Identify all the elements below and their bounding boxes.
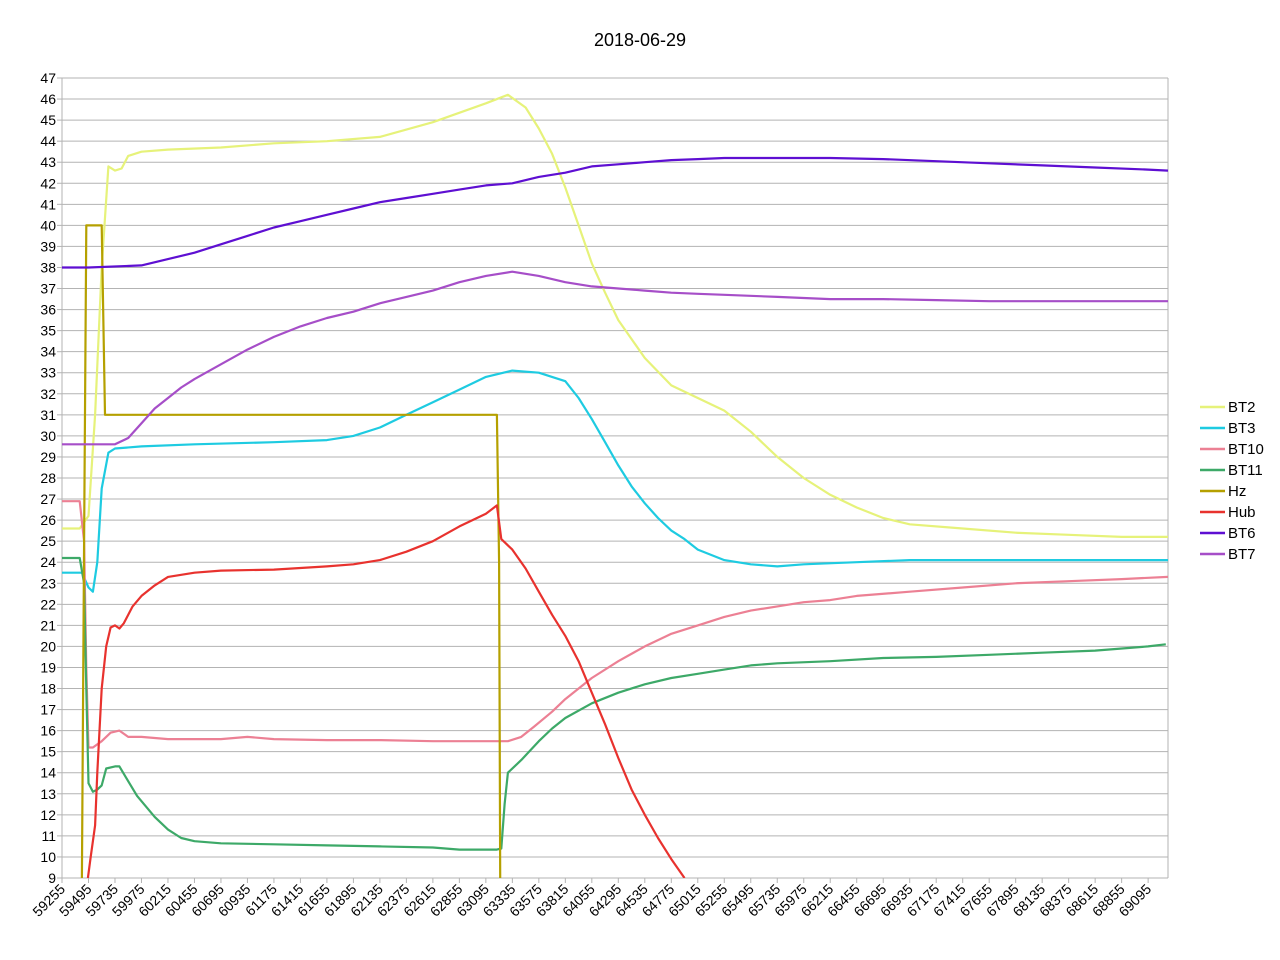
series-line-bt3 bbox=[62, 369, 1168, 593]
y-tick-label: 38 bbox=[40, 259, 56, 275]
series-line-bt2 bbox=[62, 93, 1168, 538]
y-tick-label: 28 bbox=[40, 470, 56, 486]
y-tick-label: 12 bbox=[40, 807, 56, 823]
y-tick-label: 23 bbox=[40, 575, 56, 591]
y-tick-label: 21 bbox=[40, 617, 56, 633]
y-tick-label: 43 bbox=[40, 154, 56, 170]
series-line-bt11 bbox=[62, 556, 1166, 851]
y-tick-label: 36 bbox=[40, 302, 56, 318]
legend-label-hz: Hz bbox=[1228, 483, 1246, 500]
y-tick-label: 41 bbox=[40, 196, 56, 212]
y-tick-label: 46 bbox=[40, 91, 56, 107]
y-tick-label: 11 bbox=[41, 828, 56, 844]
legend-label-hub: Hub bbox=[1228, 504, 1256, 521]
y-tick-label: 39 bbox=[40, 238, 56, 254]
series-line-bt6 bbox=[62, 156, 1168, 269]
y-tick-label: 33 bbox=[40, 365, 56, 381]
legend-label-bt6: BT6 bbox=[1228, 525, 1256, 542]
series-lines bbox=[62, 93, 1168, 878]
y-tick-label: 37 bbox=[40, 281, 56, 297]
y-tick-label: 30 bbox=[40, 428, 56, 444]
y-tick-label: 34 bbox=[40, 344, 56, 360]
y-tick-label: 13 bbox=[40, 786, 56, 802]
legend-label-bt10: BT10 bbox=[1228, 441, 1264, 458]
y-tick-label: 27 bbox=[40, 491, 56, 507]
legend: BT2 BT3 BT10 BT11 Hz Hub BT6 BT7 bbox=[1200, 399, 1264, 563]
legend-label-bt7: BT7 bbox=[1228, 546, 1256, 563]
y-tick-label: 20 bbox=[40, 638, 56, 654]
series-line-bt7 bbox=[62, 270, 1168, 446]
y-tick-label: 9 bbox=[48, 870, 56, 886]
y-tick-label: 40 bbox=[40, 217, 56, 233]
chart-title: 2018-06-29 bbox=[593, 30, 687, 50]
y-tick-label: 45 bbox=[40, 112, 56, 128]
y-tick-label: 44 bbox=[40, 133, 56, 149]
y-tick-label: 10 bbox=[40, 849, 56, 865]
grid-lines bbox=[62, 77, 1168, 879]
y-tick-label: 18 bbox=[40, 681, 56, 697]
y-tick-label: 25 bbox=[40, 533, 56, 549]
legend-label-bt3: BT3 bbox=[1228, 420, 1256, 437]
series-line-bt10 bbox=[62, 500, 1168, 749]
series-line-hub bbox=[86, 504, 686, 878]
y-tick-label: 32 bbox=[40, 386, 56, 402]
legend-label-bt11: BT11 bbox=[1228, 462, 1263, 479]
legend-label-bt2: BT2 bbox=[1228, 399, 1256, 416]
y-tick-label: 47 bbox=[40, 70, 56, 86]
y-tick-label: 35 bbox=[40, 323, 56, 339]
y-tick-label: 15 bbox=[40, 744, 56, 760]
y-tick-label: 16 bbox=[40, 723, 56, 739]
y-tick-label: 24 bbox=[40, 554, 56, 570]
y-tick-label: 29 bbox=[40, 449, 56, 465]
y-tick-label: 42 bbox=[40, 175, 56, 191]
y-tick-label: 26 bbox=[40, 512, 56, 528]
y-tick-label: 14 bbox=[40, 765, 56, 781]
series-line-hz bbox=[80, 224, 502, 878]
y-tick-label: 19 bbox=[40, 659, 56, 675]
y-tick-label: 22 bbox=[40, 596, 56, 612]
axes: 9 10 11 12 13 14 15 16 17 18 19 20 21 22 23 24 25 26 27 28 2… bbox=[29, 70, 1169, 920]
y-tick-label: 31 bbox=[40, 407, 56, 423]
y-tick-label: 17 bbox=[40, 702, 56, 718]
